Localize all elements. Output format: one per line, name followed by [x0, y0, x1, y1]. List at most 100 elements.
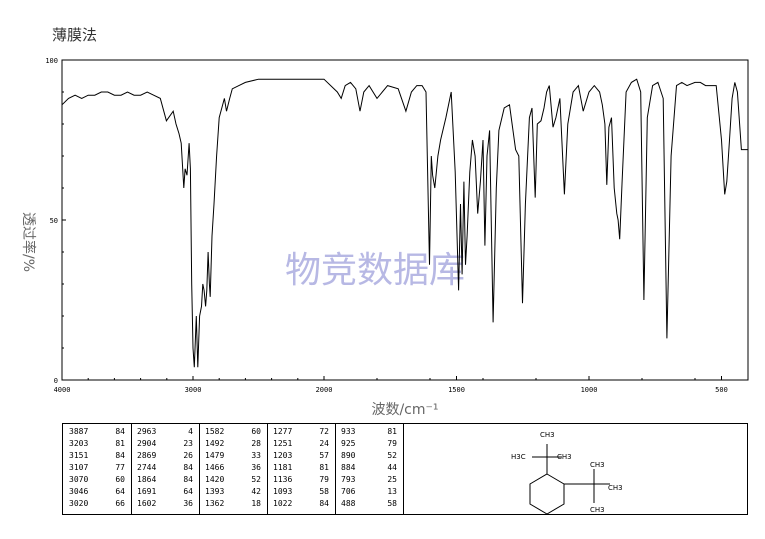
peak-wavenumber: 1479: [205, 451, 225, 460]
peak-row: 1203 57: [267, 450, 335, 462]
peak-wavenumber: 884: [341, 463, 356, 472]
peak-wavenumber: 1022: [273, 499, 293, 508]
peak-wavenumber: 3887: [69, 427, 89, 436]
peak-wavenumber: 706: [341, 487, 356, 496]
peak-transmittance: 79: [387, 439, 397, 448]
peak-row: 3046 64: [63, 486, 131, 498]
peak-transmittance: 77: [115, 463, 125, 472]
peak-column: 1582 60 1492 28 1479 33 1466 36 1420 52 1393 42 1362…: [199, 426, 267, 514]
transmittance-line: [61, 78, 748, 368]
peak-row: 3070 60: [63, 474, 131, 486]
ch3-label-right: CH3: [557, 453, 572, 461]
method-label: 薄膜法: [52, 26, 98, 44]
peak-transmittance: 33: [251, 451, 261, 460]
y-tick-label: 0: [54, 377, 58, 385]
peak-row: 1602 36: [131, 498, 199, 510]
peak-wavenumber: 3107: [69, 463, 89, 472]
peak-row: 1420 52: [199, 474, 267, 486]
peak-transmittance: 84: [115, 451, 125, 460]
ch3-label-left: H3C: [511, 453, 526, 461]
structure-diagram: CH3 H3C CH3 CH3 CH3 CH3: [511, 431, 623, 514]
x-tick-label: 4000: [54, 386, 71, 394]
y-axis-ticks: 0 50 100: [45, 57, 66, 385]
peak-row: 1466 36: [199, 462, 267, 474]
peak-wavenumber: 1691: [137, 487, 157, 496]
ch3-label-top: CH3: [540, 431, 555, 439]
peak-row: 706 13: [335, 486, 403, 498]
y-tick-label: 50: [50, 217, 58, 225]
peak-transmittance: 81: [319, 463, 329, 472]
peak-row: 3887 84: [63, 426, 131, 438]
y-axis-title: 透过率/%: [20, 212, 37, 272]
y-tick-label: 100: [45, 57, 58, 65]
peak-wavenumber: 3046: [69, 487, 89, 496]
peak-transmittance: 60: [251, 427, 261, 436]
peak-wavenumber: 1362: [205, 499, 225, 508]
peak-row: 2744 84: [131, 462, 199, 474]
peak-transmittance: 58: [387, 499, 397, 508]
x-axis-ticks: 4000 3000 2000 1500 1000 500: [54, 376, 728, 394]
peak-transmittance: 81: [115, 439, 125, 448]
column-separator: [131, 424, 132, 514]
peak-row: 1864 84: [131, 474, 199, 486]
peak-table: 3887 84 3203 81 3151 84 3107 77 3070 60 3046 64 3020…: [62, 423, 748, 515]
peak-wavenumber: 1251: [273, 439, 293, 448]
peak-transmittance: 72: [319, 427, 329, 436]
peak-row: 890 52: [335, 450, 403, 462]
peak-wavenumber: 1602: [137, 499, 157, 508]
peak-row: 1093 58: [267, 486, 335, 498]
peak-transmittance: 18: [251, 499, 261, 508]
peak-wavenumber: 890: [341, 451, 356, 460]
peak-transmittance: 84: [115, 427, 125, 436]
peak-wavenumber: 1393: [205, 487, 225, 496]
ch3-label-b2: CH3: [608, 484, 623, 492]
peak-row: 3151 84: [63, 450, 131, 462]
watermark-text: 物竞数据库: [285, 250, 465, 291]
peak-row: 3020 66: [63, 498, 131, 510]
peak-row: 793 25: [335, 474, 403, 486]
peak-transmittance: 60: [115, 475, 125, 484]
peak-transmittance: 42: [251, 487, 261, 496]
peak-wavenumber: 1492: [205, 439, 225, 448]
x-axis-title: 波数/cm⁻¹: [371, 402, 438, 418]
peak-transmittance: 84: [183, 463, 193, 472]
peak-transmittance: 84: [183, 475, 193, 484]
peak-transmittance: 64: [183, 487, 193, 496]
peak-row: 488 58: [335, 498, 403, 510]
peak-wavenumber: 488: [341, 499, 356, 508]
x-tick-label: 1500: [448, 386, 465, 394]
peak-row: 3203 81: [63, 438, 131, 450]
peak-row: 2963 4: [131, 426, 199, 438]
peak-row: 884 44: [335, 462, 403, 474]
x-tick-label: 1000: [581, 386, 598, 394]
ch3-label-b1: CH3: [590, 461, 605, 469]
peak-row: 1492 28: [199, 438, 267, 450]
peak-wavenumber: 1420: [205, 475, 225, 484]
peak-row: 1691 64: [131, 486, 199, 498]
peak-row: 925 79: [335, 438, 403, 450]
peak-row: 1136 79: [267, 474, 335, 486]
peak-wavenumber: 925: [341, 439, 356, 448]
peak-wavenumber: 1093: [273, 487, 293, 496]
peak-transmittance: 66: [115, 499, 125, 508]
peak-row: 1251 24: [267, 438, 335, 450]
column-separator: [335, 424, 336, 514]
peak-transmittance: 24: [319, 439, 329, 448]
peak-transmittance: 79: [319, 475, 329, 484]
peak-transmittance: 36: [183, 499, 193, 508]
x-tick-label: 2000: [316, 386, 333, 394]
x-tick-label: 3000: [185, 386, 202, 394]
peak-row: 1479 33: [199, 450, 267, 462]
peak-column: 3887 84 3203 81 3151 84 3107 77 3070 60 3046 64 3020…: [63, 426, 131, 514]
peak-transmittance: 44: [387, 463, 397, 472]
peak-row: 1393 42: [199, 486, 267, 498]
peak-transmittance: 13: [387, 487, 397, 496]
peak-transmittance: 64: [115, 487, 125, 496]
peak-wavenumber: 933: [341, 427, 356, 436]
peak-column: 2963 4 2904 23 2869 26 2744 84 1864 84 1691 64 1602 3…: [131, 426, 199, 514]
peak-row: 1022 84: [267, 498, 335, 510]
peak-wavenumber: 1277: [273, 427, 293, 436]
peak-wavenumber: 3070: [69, 475, 89, 484]
peak-wavenumber: 1466: [205, 463, 225, 472]
peak-wavenumber: 1864: [137, 475, 157, 484]
